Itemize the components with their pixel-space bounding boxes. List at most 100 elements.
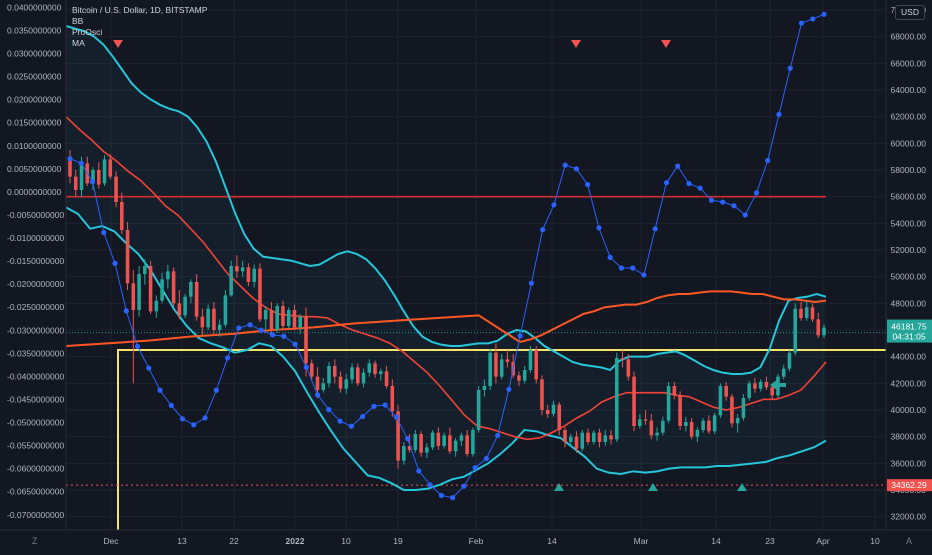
proosci-point (326, 407, 332, 413)
left-axis-tick: -0.0250000000 (7, 302, 64, 312)
right-axis-tick: 38000.00 (891, 432, 927, 442)
candle-body (292, 310, 297, 328)
oscillator-series (67, 11, 827, 501)
right-axis-tick: 64000.00 (891, 85, 927, 95)
proosci-point (405, 436, 411, 442)
candle-body (286, 310, 291, 326)
proosci-point (708, 197, 715, 203)
candle-body (643, 419, 648, 421)
candle-body (804, 307, 809, 318)
legend-bb[interactable]: BB (72, 16, 84, 26)
candle-body (154, 300, 159, 312)
candle-body (367, 363, 372, 373)
support-level-line (117, 349, 886, 530)
candle-body (396, 411, 400, 461)
left-axis-tick: 0.0350000000 (7, 25, 62, 35)
x-tick-label: 14 (547, 536, 557, 546)
currency-button[interactable]: USD (895, 5, 925, 20)
candle-body (361, 372, 366, 384)
proosci-point (146, 365, 152, 371)
moving-average-line (65, 314, 521, 347)
candle-body (189, 282, 193, 297)
right-axis-tick: 56000.00 (891, 192, 927, 202)
candle-body (707, 420, 711, 432)
grid (66, 0, 886, 530)
candle-body (724, 386, 728, 397)
candle-body (281, 306, 285, 326)
candle-body (522, 370, 527, 381)
legend-ma[interactable]: MA (72, 38, 85, 48)
candle-body (148, 266, 153, 312)
buy-signal-marker (737, 483, 747, 491)
candle-body (350, 367, 354, 380)
candle-body (120, 202, 124, 230)
proosci-point (765, 157, 771, 164)
candle-body (131, 283, 136, 310)
right-axis-tick: 42000.00 (891, 378, 927, 388)
candle-body (96, 170, 101, 185)
proosci-point (359, 413, 366, 420)
buy-signal-marker (648, 483, 658, 491)
candle-body (632, 376, 636, 426)
candle-body (315, 376, 320, 390)
legend-proosci[interactable]: ProOsci (72, 27, 103, 37)
x-tick-label: 23 (765, 536, 775, 546)
proosci-point (686, 180, 692, 187)
x-tick-label: 22 (229, 536, 239, 546)
right-axis-tick: 62000.00 (891, 112, 927, 122)
candle-body (390, 386, 395, 412)
right-axis-tick: 58000.00 (891, 165, 927, 175)
right-axis-tick: 44000.00 (891, 352, 927, 362)
signal-markers (113, 40, 786, 491)
x-tick-label: 14 (711, 536, 721, 546)
right-axis-tick: 32000.00 (891, 512, 927, 522)
candle-body (770, 387, 774, 396)
right-axis-tick: 50000.00 (891, 272, 927, 282)
left-axis-tick: -0.0300000000 (7, 325, 64, 335)
candle-body (591, 432, 596, 442)
candle-body (476, 390, 481, 430)
candle-body (108, 159, 113, 177)
candle-body (701, 420, 705, 430)
candle-body (171, 271, 176, 304)
proosci-point (663, 180, 670, 186)
candle-body (413, 434, 418, 450)
zoom-reset-button[interactable]: Z (32, 536, 38, 546)
candle-body (309, 363, 314, 377)
bollinger-fill (66, 26, 826, 490)
left-axis-tick: 0.0000000000 (7, 187, 62, 197)
candle-body (321, 383, 326, 390)
proosci-point (562, 162, 568, 168)
proosci-point (134, 343, 141, 350)
candle-body (217, 324, 222, 330)
candle-body (718, 386, 723, 416)
candle-body (712, 415, 717, 432)
candle-body (787, 352, 792, 369)
right-axis-tick: 48000.00 (891, 298, 927, 308)
proosci-point (630, 265, 636, 271)
proosci-point (753, 190, 760, 196)
candle-body (379, 371, 383, 374)
candle-body (258, 268, 262, 320)
candle-body (747, 383, 751, 398)
candle-body (102, 159, 107, 184)
proosci-point (89, 179, 96, 185)
candle-body (730, 396, 734, 424)
candle-body (764, 382, 769, 388)
candle-body (615, 358, 619, 440)
proosci-point (483, 455, 489, 462)
auto-scale-button[interactable]: A (906, 536, 913, 546)
candle-body (661, 420, 665, 433)
left-axis-tick: -0.0500000000 (7, 418, 64, 428)
proosci-point (821, 11, 827, 17)
candle-body (298, 316, 303, 328)
candle-body (125, 230, 130, 284)
indicator-lines (65, 25, 827, 491)
sell-signal-marker (113, 40, 123, 48)
proosci-point (67, 156, 73, 162)
candle-body (655, 432, 659, 436)
proosci-point (101, 229, 107, 236)
candle-body (338, 376, 343, 389)
proosci-point (123, 308, 129, 314)
